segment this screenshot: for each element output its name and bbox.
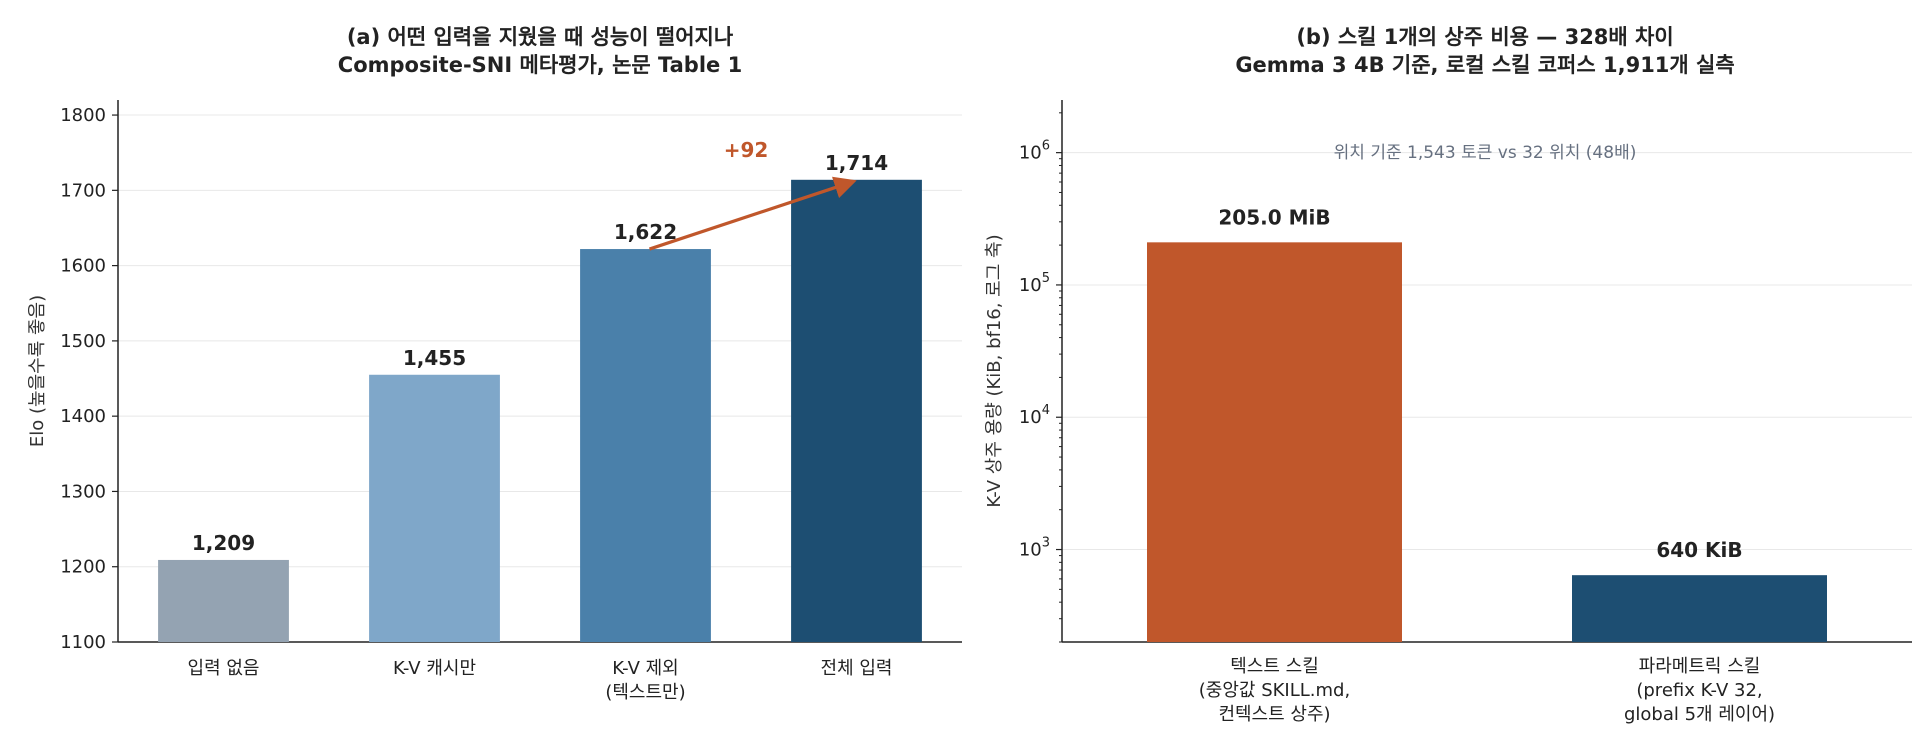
chart-b-category-label: (prefix K-V 32, (1636, 680, 1762, 701)
chart-a-ytick-label: 1800 (60, 105, 106, 126)
chart-a-ytick-label: 1300 (60, 481, 106, 502)
chart-a-category-label: K-V 제외 (612, 658, 679, 679)
chart-a-delta-arrow (648, 176, 857, 251)
chart-b-category-label: 텍스트 스킬 (1230, 656, 1319, 677)
chart-a-bar (580, 249, 711, 643)
chart-a-elo: (a) 어떤 입력을 지웠을 때 성능이 떨어지나 Composite-SNI 메… (27, 25, 962, 703)
chart-b-bar (1572, 575, 1827, 642)
chart-a-title-line: Composite-SNI 메타평가, 논문 Table 1 (338, 53, 742, 77)
chart-a-ytick-label: 1500 (60, 331, 106, 352)
chart-a-bar (158, 559, 289, 642)
chart-b-category-label: 컨텍스트 상주) (1218, 704, 1330, 725)
chart-a-ytick-label: 1400 (60, 406, 106, 427)
chart-a-ytick-label: 1600 (60, 256, 106, 277)
chart-b-category-label: 파라메트릭 스킬 (1639, 656, 1761, 677)
chart-a-title-line: (a) 어떤 입력을 지웠을 때 성능이 떨어지나 (347, 25, 734, 49)
chart-b-title-line: (b) 스킬 1개의 상주 비용 — 328배 차이 (1296, 25, 1673, 49)
chart-a-category-label: (텍스트만) (605, 682, 685, 703)
chart-a-delta-label: +92 (724, 138, 769, 162)
chart-b-category-label: (중앙값 SKILL.md, (1199, 680, 1350, 701)
chart-a-ytick-label: 1200 (60, 557, 106, 578)
chart-a-category-label: 전체 입력 (821, 658, 893, 679)
chart-b-ytick-label: 103 (1019, 536, 1050, 561)
chart-a-bar-value-label: 1,622 (614, 220, 677, 244)
chart-b-bar-value-label: 640 KiB (1656, 538, 1742, 562)
chart-b-category-label: global 5개 레이어) (1624, 704, 1775, 725)
chart-a-ytick-label: 1100 (60, 632, 106, 653)
chart-a-bar-value-label: 1,455 (403, 346, 466, 370)
chart-b-ytick-label: 104 (1019, 403, 1050, 428)
chart-b-bar (1147, 242, 1402, 643)
chart-a-category-label: 입력 없음 (188, 658, 260, 679)
chart-b-ylabel: K-V 상주 용량 (KiB, bf16, 로그 축) (984, 234, 1005, 507)
chart-b-kv-cost: (b) 스킬 1개의 상주 비용 — 328배 차이 Gemma 3 4B 기준,… (984, 25, 1912, 725)
chart-b-title-line: Gemma 3 4B 기준, 로컬 스킬 코퍼스 1,911개 실측 (1235, 53, 1734, 77)
chart-a-category-label: K-V 캐시만 (393, 658, 476, 679)
chart-a-ylabel: Elo (높을수록 좋음) (27, 295, 48, 447)
chart-b-note: 위치 기준 1,543 토큰 vs 32 위치 (48배) (1334, 143, 1637, 163)
chart-b-bar-value-label: 205.0 MiB (1218, 205, 1330, 229)
chart-a-bar (369, 374, 500, 642)
chart-b-ytick-label: 105 (1019, 271, 1050, 296)
chart-a-ytick-label: 1700 (60, 180, 106, 201)
chart-b-ytick-label: 106 (1019, 139, 1050, 164)
chart-a-bar-value-label: 1,714 (825, 151, 888, 175)
chart-a-bar (791, 179, 922, 643)
chart-a-bar-value-label: 1,209 (192, 531, 255, 555)
